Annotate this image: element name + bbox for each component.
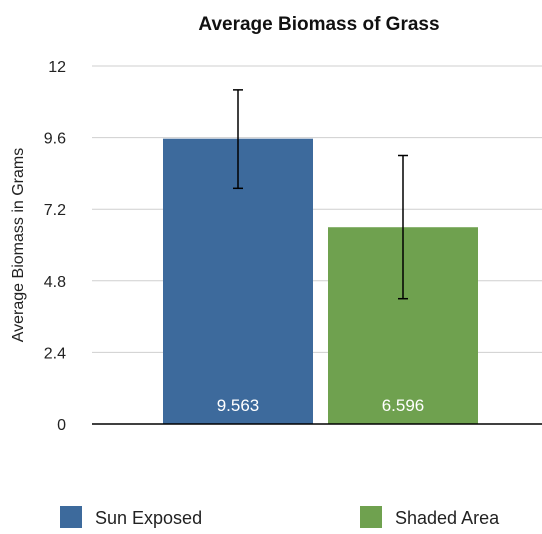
bar-value-label: 9.563	[217, 396, 260, 415]
y-tick-label: 9.6	[44, 131, 66, 148]
y-tick-label: 12	[48, 59, 66, 76]
legend-label: Sun Exposed	[95, 508, 202, 528]
y-tick-label: 2.4	[44, 345, 66, 362]
y-tick-label: 0	[57, 417, 66, 434]
y-tick-label: 7.2	[44, 202, 66, 219]
bar-value-label: 6.596	[382, 396, 425, 415]
legend-swatch	[360, 506, 382, 528]
chart-title: Average Biomass of Grass	[198, 14, 439, 35]
y-tick-label: 4.8	[44, 274, 66, 291]
legend-label: Shaded Area	[395, 508, 500, 528]
y-axis-label: Average Biomass in Grams	[10, 148, 27, 342]
legend-swatch	[60, 506, 82, 528]
